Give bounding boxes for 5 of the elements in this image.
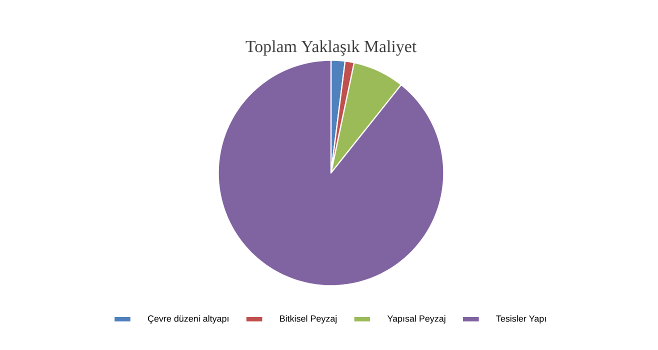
legend-label: Tesisler Yapı	[496, 315, 546, 324]
legend-label: Yapısal Peyzaj	[387, 315, 446, 324]
legend-label: Bitkisel Peyzaj	[280, 315, 337, 324]
legend-label: Çevre düzeni altyapı	[148, 315, 228, 324]
chart-title: Toplam Yaklaşık Maliyet	[246, 40, 417, 56]
